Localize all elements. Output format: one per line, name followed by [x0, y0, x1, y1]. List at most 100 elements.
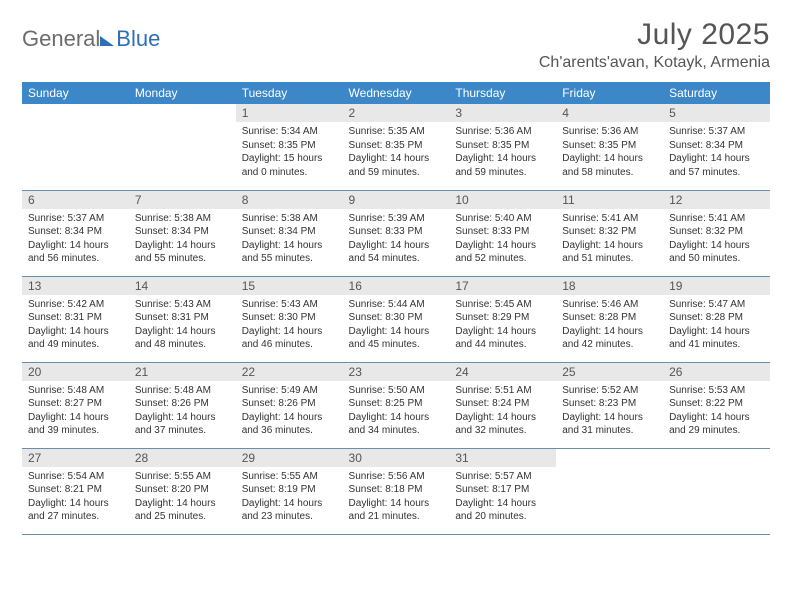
day-number: 19: [663, 277, 770, 295]
day-details: Sunrise: 5:51 AMSunset: 8:24 PMDaylight:…: [449, 381, 556, 442]
calendar-day-cell: 31Sunrise: 5:57 AMSunset: 8:17 PMDayligh…: [449, 448, 556, 534]
day-details: Sunrise: 5:56 AMSunset: 8:18 PMDaylight:…: [343, 467, 450, 528]
day-number: 1: [236, 104, 343, 122]
day-number: 7: [129, 191, 236, 209]
calendar-day-cell: 7Sunrise: 5:38 AMSunset: 8:34 PMDaylight…: [129, 190, 236, 276]
calendar-day-cell: 8Sunrise: 5:38 AMSunset: 8:34 PMDaylight…: [236, 190, 343, 276]
day-details: Sunrise: 5:47 AMSunset: 8:28 PMDaylight:…: [663, 295, 770, 356]
day-details: Sunrise: 5:36 AMSunset: 8:35 PMDaylight:…: [556, 122, 663, 183]
day-number: 24: [449, 363, 556, 381]
day-number: 2: [343, 104, 450, 122]
day-number: 20: [22, 363, 129, 381]
calendar-table: SundayMondayTuesdayWednesdayThursdayFrid…: [22, 82, 770, 535]
day-details: Sunrise: 5:40 AMSunset: 8:33 PMDaylight:…: [449, 209, 556, 270]
day-details: Sunrise: 5:55 AMSunset: 8:19 PMDaylight:…: [236, 467, 343, 528]
calendar-week-row: 1Sunrise: 5:34 AMSunset: 8:35 PMDaylight…: [22, 104, 770, 190]
calendar-week-row: 6Sunrise: 5:37 AMSunset: 8:34 PMDaylight…: [22, 190, 770, 276]
calendar-day-cell: 21Sunrise: 5:48 AMSunset: 8:26 PMDayligh…: [129, 362, 236, 448]
calendar-day-cell: 9Sunrise: 5:39 AMSunset: 8:33 PMDaylight…: [343, 190, 450, 276]
calendar-day-cell: 10Sunrise: 5:40 AMSunset: 8:33 PMDayligh…: [449, 190, 556, 276]
calendar-day-cell: 4Sunrise: 5:36 AMSunset: 8:35 PMDaylight…: [556, 104, 663, 190]
calendar-day-cell: 22Sunrise: 5:49 AMSunset: 8:26 PMDayligh…: [236, 362, 343, 448]
calendar-day-cell: 24Sunrise: 5:51 AMSunset: 8:24 PMDayligh…: [449, 362, 556, 448]
day-number: 8: [236, 191, 343, 209]
calendar-empty-cell: [556, 448, 663, 534]
calendar-empty-cell: [663, 448, 770, 534]
weekday-header: Monday: [129, 82, 236, 104]
calendar-day-cell: 12Sunrise: 5:41 AMSunset: 8:32 PMDayligh…: [663, 190, 770, 276]
day-details: Sunrise: 5:43 AMSunset: 8:30 PMDaylight:…: [236, 295, 343, 356]
day-details: Sunrise: 5:53 AMSunset: 8:22 PMDaylight:…: [663, 381, 770, 442]
day-details: Sunrise: 5:49 AMSunset: 8:26 PMDaylight:…: [236, 381, 343, 442]
calendar-day-cell: 27Sunrise: 5:54 AMSunset: 8:21 PMDayligh…: [22, 448, 129, 534]
calendar-day-cell: 1Sunrise: 5:34 AMSunset: 8:35 PMDaylight…: [236, 104, 343, 190]
day-number: 22: [236, 363, 343, 381]
page-subtitle: Ch'arents'avan, Kotayk, Armenia: [539, 54, 770, 72]
day-number: 28: [129, 449, 236, 467]
brand-logo: General Blue: [22, 18, 160, 52]
calendar-day-cell: 5Sunrise: 5:37 AMSunset: 8:34 PMDaylight…: [663, 104, 770, 190]
calendar-day-cell: 26Sunrise: 5:53 AMSunset: 8:22 PMDayligh…: [663, 362, 770, 448]
calendar-day-cell: 6Sunrise: 5:37 AMSunset: 8:34 PMDaylight…: [22, 190, 129, 276]
calendar-body: 1Sunrise: 5:34 AMSunset: 8:35 PMDaylight…: [22, 104, 770, 534]
day-details: Sunrise: 5:34 AMSunset: 8:35 PMDaylight:…: [236, 122, 343, 183]
calendar-day-cell: 28Sunrise: 5:55 AMSunset: 8:20 PMDayligh…: [129, 448, 236, 534]
day-details: Sunrise: 5:39 AMSunset: 8:33 PMDaylight:…: [343, 209, 450, 270]
day-details: Sunrise: 5:48 AMSunset: 8:26 PMDaylight:…: [129, 381, 236, 442]
calendar-day-cell: 23Sunrise: 5:50 AMSunset: 8:25 PMDayligh…: [343, 362, 450, 448]
day-details: Sunrise: 5:37 AMSunset: 8:34 PMDaylight:…: [663, 122, 770, 183]
day-number: 21: [129, 363, 236, 381]
calendar-day-cell: 3Sunrise: 5:36 AMSunset: 8:35 PMDaylight…: [449, 104, 556, 190]
day-number: 4: [556, 104, 663, 122]
calendar-empty-cell: [22, 104, 129, 190]
calendar-week-row: 20Sunrise: 5:48 AMSunset: 8:27 PMDayligh…: [22, 362, 770, 448]
day-details: Sunrise: 5:55 AMSunset: 8:20 PMDaylight:…: [129, 467, 236, 528]
calendar-empty-cell: [129, 104, 236, 190]
day-details: Sunrise: 5:38 AMSunset: 8:34 PMDaylight:…: [236, 209, 343, 270]
day-number: 23: [343, 363, 450, 381]
calendar-day-cell: 18Sunrise: 5:46 AMSunset: 8:28 PMDayligh…: [556, 276, 663, 362]
day-number: 30: [343, 449, 450, 467]
weekday-header: Sunday: [22, 82, 129, 104]
day-number: 3: [449, 104, 556, 122]
day-number: 29: [236, 449, 343, 467]
day-details: Sunrise: 5:43 AMSunset: 8:31 PMDaylight:…: [129, 295, 236, 356]
day-details: Sunrise: 5:38 AMSunset: 8:34 PMDaylight:…: [129, 209, 236, 270]
brand-part1: General: [22, 26, 100, 52]
header: General Blue July 2025 Ch'arents'avan, K…: [22, 18, 770, 72]
weekday-header: Thursday: [449, 82, 556, 104]
calendar-day-cell: 14Sunrise: 5:43 AMSunset: 8:31 PMDayligh…: [129, 276, 236, 362]
day-number: 16: [343, 277, 450, 295]
calendar-day-cell: 13Sunrise: 5:42 AMSunset: 8:31 PMDayligh…: [22, 276, 129, 362]
day-details: Sunrise: 5:46 AMSunset: 8:28 PMDaylight:…: [556, 295, 663, 356]
day-number: 6: [22, 191, 129, 209]
calendar-day-cell: 25Sunrise: 5:52 AMSunset: 8:23 PMDayligh…: [556, 362, 663, 448]
day-details: Sunrise: 5:57 AMSunset: 8:17 PMDaylight:…: [449, 467, 556, 528]
weekday-header: Tuesday: [236, 82, 343, 104]
weekday-header-row: SundayMondayTuesdayWednesdayThursdayFrid…: [22, 82, 770, 104]
title-block: July 2025 Ch'arents'avan, Kotayk, Armeni…: [539, 18, 770, 72]
calendar-week-row: 27Sunrise: 5:54 AMSunset: 8:21 PMDayligh…: [22, 448, 770, 534]
day-details: Sunrise: 5:48 AMSunset: 8:27 PMDaylight:…: [22, 381, 129, 442]
day-details: Sunrise: 5:52 AMSunset: 8:23 PMDaylight:…: [556, 381, 663, 442]
day-number: 13: [22, 277, 129, 295]
weekday-header: Friday: [556, 82, 663, 104]
calendar-day-cell: 29Sunrise: 5:55 AMSunset: 8:19 PMDayligh…: [236, 448, 343, 534]
day-details: Sunrise: 5:41 AMSunset: 8:32 PMDaylight:…: [556, 209, 663, 270]
day-details: Sunrise: 5:50 AMSunset: 8:25 PMDaylight:…: [343, 381, 450, 442]
brand-part2: Blue: [116, 26, 160, 52]
weekday-header: Saturday: [663, 82, 770, 104]
day-details: Sunrise: 5:42 AMSunset: 8:31 PMDaylight:…: [22, 295, 129, 356]
calendar-week-row: 13Sunrise: 5:42 AMSunset: 8:31 PMDayligh…: [22, 276, 770, 362]
calendar-day-cell: 15Sunrise: 5:43 AMSunset: 8:30 PMDayligh…: [236, 276, 343, 362]
day-number: 27: [22, 449, 129, 467]
day-number: 15: [236, 277, 343, 295]
calendar-day-cell: 20Sunrise: 5:48 AMSunset: 8:27 PMDayligh…: [22, 362, 129, 448]
day-number: 31: [449, 449, 556, 467]
day-details: Sunrise: 5:44 AMSunset: 8:30 PMDaylight:…: [343, 295, 450, 356]
calendar-day-cell: 17Sunrise: 5:45 AMSunset: 8:29 PMDayligh…: [449, 276, 556, 362]
day-details: Sunrise: 5:45 AMSunset: 8:29 PMDaylight:…: [449, 295, 556, 356]
day-details: Sunrise: 5:37 AMSunset: 8:34 PMDaylight:…: [22, 209, 129, 270]
day-number: 14: [129, 277, 236, 295]
day-details: Sunrise: 5:54 AMSunset: 8:21 PMDaylight:…: [22, 467, 129, 528]
